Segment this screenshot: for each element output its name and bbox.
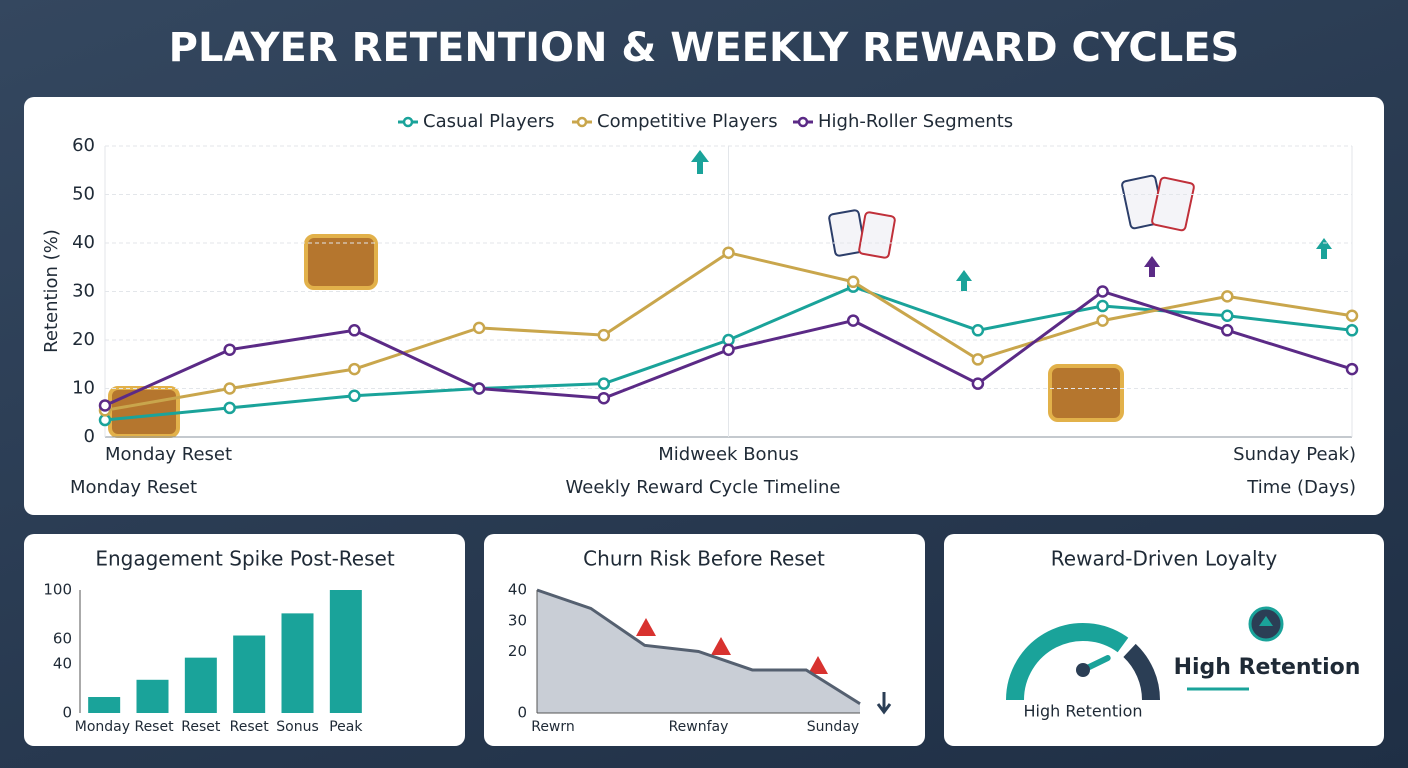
x-tick-label: Peak <box>329 719 363 735</box>
point <box>971 324 985 337</box>
y-tick-label: 40 <box>72 232 95 253</box>
x-tick-label: Midweek Bonus <box>658 444 799 465</box>
legend-label: Competitive Players <box>597 111 778 132</box>
point <box>348 362 361 376</box>
legend-label: Casual Players <box>423 111 555 132</box>
x-axis-end-label: Time (Days) <box>1246 477 1356 498</box>
legend-marker <box>402 116 414 128</box>
main-card <box>24 97 1384 515</box>
x-tick-label: Reset <box>230 719 270 735</box>
decor-medal <box>1248 606 1284 642</box>
gauge-hub <box>1076 663 1090 677</box>
x-tick-label: Sonus <box>276 719 319 735</box>
point <box>223 343 236 356</box>
decor-cards <box>828 174 1195 259</box>
y-tick-label: 30 <box>72 281 95 302</box>
bar <box>233 635 266 713</box>
legend-marker <box>797 116 809 128</box>
point <box>722 246 735 259</box>
x-tick-label: Monday Reset <box>75 719 174 735</box>
point <box>1096 299 1109 313</box>
y-axis-label: Retention (%) <box>41 229 62 353</box>
point <box>1096 314 1109 327</box>
point <box>971 377 985 390</box>
point <box>597 377 611 390</box>
gauge-card <box>944 534 1384 746</box>
point <box>1221 290 1234 303</box>
point <box>971 353 985 366</box>
x-tick-label: Reset <box>181 719 221 735</box>
x-tick-label: Sunday Peak) <box>1233 444 1356 465</box>
bar <box>136 679 169 713</box>
y-tick-label: 0 <box>517 704 527 722</box>
y-tick-label: 40 <box>508 581 527 599</box>
y-tick-label: 20 <box>72 329 95 350</box>
y-tick-label: 100 <box>43 581 72 599</box>
gauge-status: High Retention <box>1174 655 1361 680</box>
y-tick-label: 0 <box>84 426 95 447</box>
decor-chest <box>108 234 1124 438</box>
y-tick-label: 60 <box>53 630 72 648</box>
y-tick-label: 10 <box>72 378 95 399</box>
decor-down-arrow <box>876 692 892 715</box>
y-tick-label: 60 <box>72 135 95 156</box>
y-tick-label: 0 <box>62 704 72 722</box>
bar <box>184 657 217 713</box>
y-tick-label: 20 <box>508 642 527 660</box>
point <box>223 382 236 395</box>
legend-label: High-Roller Segments <box>818 111 1013 132</box>
point <box>348 389 361 403</box>
decor-warnings <box>636 618 828 674</box>
decor-arrows <box>691 150 1332 291</box>
bar <box>329 590 362 713</box>
page-title: PLAYER RETENTION & WEEKLY REWARD CYCLES <box>169 25 1240 71</box>
chart-title: Reward-Driven Loyalty <box>1051 547 1278 571</box>
x-axis-start-label: Monday Reset <box>70 477 197 498</box>
point <box>223 401 236 415</box>
bar <box>88 697 121 713</box>
point <box>348 324 361 337</box>
point <box>846 314 860 327</box>
point <box>722 343 735 356</box>
x-tick-label: Sunday <box>807 719 859 735</box>
legend-marker <box>576 116 588 128</box>
x-tick-label: Monday Reset <box>105 444 232 465</box>
y-tick-label: 40 <box>53 654 72 672</box>
point <box>472 382 486 395</box>
point <box>1345 324 1359 337</box>
y-tick-label: 30 <box>508 611 527 629</box>
y-tick-label: 50 <box>72 184 95 205</box>
gauge-track <box>1123 643 1160 701</box>
chart-title: Churn Risk Before Reset <box>583 547 825 571</box>
chart-title: Engagement Spike Post-Reset <box>95 547 394 571</box>
x-tick-label: Rewrn <box>531 719 575 735</box>
point <box>1345 362 1359 376</box>
gauge-label: High Retention <box>1023 702 1142 721</box>
point <box>98 399 112 412</box>
point <box>1221 309 1234 322</box>
point <box>1221 324 1234 337</box>
point <box>597 391 611 405</box>
point <box>1345 309 1359 322</box>
gauge-value <box>1006 623 1129 701</box>
point <box>846 275 860 289</box>
x-tick-label: Rewnfay <box>669 719 729 735</box>
point <box>597 328 611 342</box>
area-line <box>536 588 861 706</box>
bar <box>281 613 314 713</box>
point <box>472 321 486 335</box>
x-axis-label: Weekly Reward Cycle Timeline <box>566 477 841 498</box>
point <box>1096 285 1109 298</box>
